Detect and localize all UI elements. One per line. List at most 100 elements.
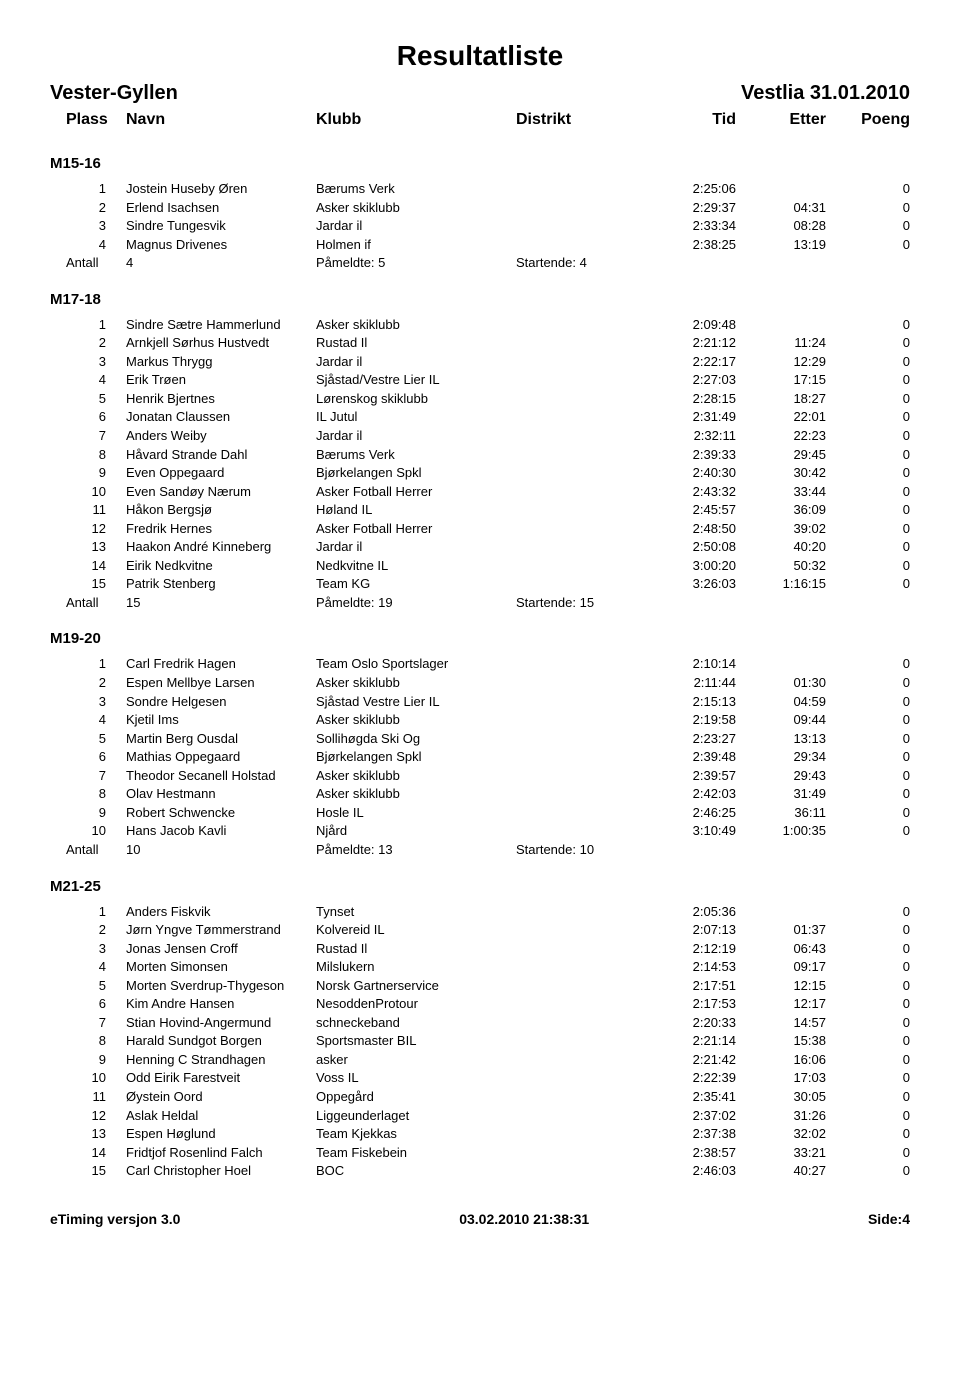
cell-poeng: 0 <box>826 1088 910 1106</box>
cell-poeng: 0 <box>826 446 910 464</box>
cell-navn: Sondre Helgesen <box>126 693 316 711</box>
cell-klubb: Team Oslo Sportslager <box>316 655 516 673</box>
result-row: 8Harald Sundgot BorgenSportsmaster BIL2:… <box>50 1032 910 1051</box>
cell-navn: Henrik Bjertnes <box>126 390 316 408</box>
cell-navn: Espen Mellbye Larsen <box>126 674 316 692</box>
cell-tid: 2:42:03 <box>666 785 736 803</box>
cell-poeng: 0 <box>826 1125 910 1143</box>
cell-plass: 15 <box>66 575 126 593</box>
cell-tid: 2:22:17 <box>666 353 736 371</box>
event-name: Vester-Gyllen <box>50 82 178 105</box>
cell-tid: 2:38:25 <box>666 236 736 254</box>
cell-klubb: Rustad Il <box>316 334 516 352</box>
category-title: M21-25 <box>50 878 910 895</box>
cell-tid: 2:27:03 <box>666 371 736 389</box>
cell-poeng: 0 <box>826 334 910 352</box>
cell-plass: 12 <box>66 1107 126 1125</box>
cell-etter: 30:05 <box>736 1088 826 1106</box>
cell-tid: 3:26:03 <box>666 575 736 593</box>
cell-plass: 10 <box>66 483 126 501</box>
cell-poeng: 0 <box>826 674 910 692</box>
cell-etter: 17:03 <box>736 1069 826 1087</box>
cell-tid: 2:14:53 <box>666 958 736 976</box>
result-row: 9Henning C Strandhagenasker2:21:4216:060 <box>50 1051 910 1070</box>
result-row: 6Jonatan ClaussenIL Jutul2:31:4922:010 <box>50 408 910 427</box>
cell-tid: 2:43:32 <box>666 483 736 501</box>
cell-klubb: Bærums Verk <box>316 180 516 198</box>
cell-etter: 40:27 <box>736 1162 826 1180</box>
cell-poeng: 0 <box>826 538 910 556</box>
footer-right: Side:4 <box>868 1211 910 1227</box>
category-block: M15-16 1Jostein Huseby ØrenBærums Verk2:2… <box>50 155 910 273</box>
cell-tid: 2:48:50 <box>666 520 736 538</box>
cell-klubb: Asker skiklubb <box>316 711 516 729</box>
cell-klubb: Holmen if <box>316 236 516 254</box>
result-row: 8Olav HestmannAsker skiklubb2:42:0331:49… <box>50 785 910 804</box>
result-row: 1Sindre Sætre HammerlundAsker skiklubb2:… <box>50 316 910 335</box>
cell-plass: 1 <box>66 903 126 921</box>
cell-plass: 2 <box>66 921 126 939</box>
cell-poeng: 0 <box>826 483 910 501</box>
cell-klubb: Jardar il <box>316 217 516 235</box>
cell-plass: 10 <box>66 1069 126 1087</box>
cell-poeng: 0 <box>826 557 910 575</box>
footer-left: eTiming versjon 3.0 <box>50 1211 180 1227</box>
cell-plass: 2 <box>66 674 126 692</box>
cell-navn: Aslak Heldal <box>126 1107 316 1125</box>
cell-poeng: 0 <box>826 464 910 482</box>
category-title: M15-16 <box>50 155 910 172</box>
cell-plass: 9 <box>66 1051 126 1069</box>
cell-navn: Carl Fredrik Hagen <box>126 655 316 673</box>
cell-navn: Fredrik Hernes <box>126 520 316 538</box>
cell-klubb: Bjørkelangen Spkl <box>316 748 516 766</box>
cell-distrikt <box>516 316 666 334</box>
result-row: 14Eirik NedkvitneNedkvitne IL3:00:2050:3… <box>50 557 910 576</box>
cell-distrikt <box>516 1162 666 1180</box>
cell-tid: 2:12:19 <box>666 940 736 958</box>
result-row: 10Odd Eirik FarestveitVoss IL2:22:3917:0… <box>50 1069 910 1088</box>
cell-tid: 3:10:49 <box>666 822 736 840</box>
cell-navn: Jørn Yngve Tømmerstrand <box>126 921 316 939</box>
cell-navn: Even Oppegaard <box>126 464 316 482</box>
cell-etter: 30:42 <box>736 464 826 482</box>
cell-distrikt <box>516 1014 666 1032</box>
cell-tid: 2:46:25 <box>666 804 736 822</box>
cell-klubb: Lørenskog skiklubb <box>316 390 516 408</box>
cell-klubb: Jardar il <box>316 538 516 556</box>
cell-etter: 40:20 <box>736 538 826 556</box>
category-block: M21-251Anders FiskvikTynset2:05:3602Jørn… <box>50 878 910 1181</box>
cell-navn: Mathias Oppegaard <box>126 748 316 766</box>
cell-navn: Sindre Sætre Hammerlund <box>126 316 316 334</box>
cell-tid: 3:00:20 <box>666 557 736 575</box>
cell-plass: 15 <box>66 1162 126 1180</box>
result-row: 6Mathias OppegaardBjørkelangen Spkl2:39:… <box>50 748 910 767</box>
cell-etter <box>736 655 826 673</box>
cell-poeng: 0 <box>826 199 910 217</box>
cell-poeng: 0 <box>826 711 910 729</box>
cell-etter: 13:13 <box>736 730 826 748</box>
result-row: 12Aslak HeldalLiggeunderlaget2:37:0231:2… <box>50 1107 910 1126</box>
cell-navn: Theodor Secanell Holstad <box>126 767 316 785</box>
cell-plass: 9 <box>66 464 126 482</box>
cell-klubb: Nedkvitne IL <box>316 557 516 575</box>
cell-distrikt <box>516 785 666 803</box>
cell-tid: 2:10:14 <box>666 655 736 673</box>
cell-plass: 8 <box>66 1032 126 1050</box>
cell-etter: 22:23 <box>736 427 826 445</box>
cell-plass: 2 <box>66 199 126 217</box>
cell-navn: Magnus Drivenes <box>126 236 316 254</box>
cell-klubb: Asker skiklubb <box>316 785 516 803</box>
result-row: 4Magnus DrivenesHolmen if2:38:2513:190 <box>50 236 910 255</box>
result-row: 1Jostein Huseby ØrenBærums Verk2:25:060 <box>50 180 910 199</box>
cell-klubb: Oppegård <box>316 1088 516 1106</box>
cell-plass: 7 <box>66 767 126 785</box>
cell-etter: 09:44 <box>736 711 826 729</box>
cell-distrikt <box>516 995 666 1013</box>
cell-distrikt <box>516 575 666 593</box>
cell-distrikt <box>516 371 666 389</box>
result-row: 9Robert SchwenckeHosle IL2:46:2536:110 <box>50 804 910 823</box>
cell-distrikt <box>516 958 666 976</box>
cell-plass: 4 <box>66 711 126 729</box>
cell-klubb: Høland IL <box>316 501 516 519</box>
cell-tid: 2:35:41 <box>666 1088 736 1106</box>
